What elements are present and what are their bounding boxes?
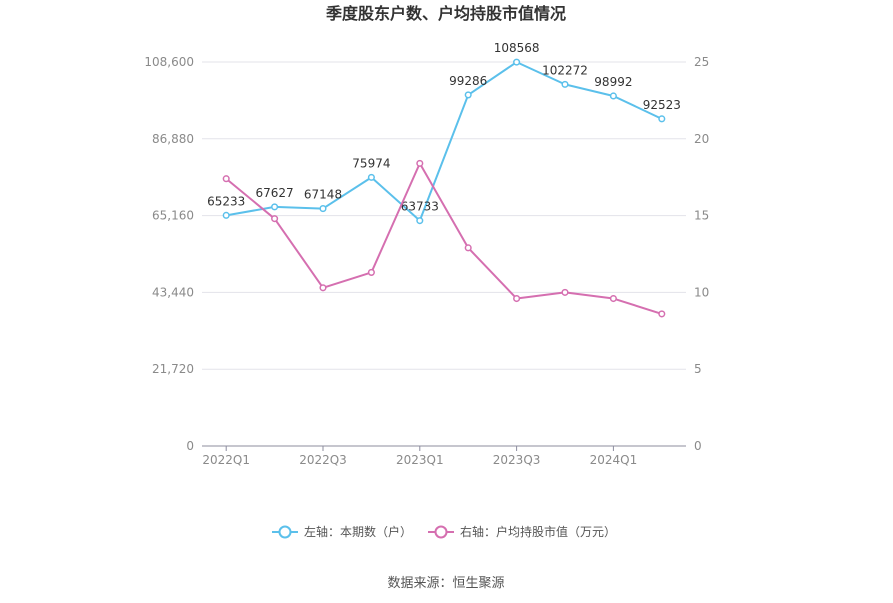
- right-tick-label: 10: [694, 285, 709, 299]
- data-point: [416, 217, 424, 225]
- x-tick-label: 2022Q1: [202, 453, 250, 467]
- data-label: 75974: [352, 156, 390, 170]
- series-line-1: [226, 61, 663, 222]
- data-point: [319, 205, 327, 213]
- data-label: 108568: [494, 41, 540, 55]
- left-tick-label: 0: [186, 439, 194, 453]
- data-point: [271, 215, 279, 223]
- legend-item-2[interactable]: 右轴：户均持股市值（万元）: [428, 524, 616, 539]
- data-label: 67148: [304, 188, 342, 202]
- data-point: [367, 268, 375, 276]
- legend[interactable]: 左轴：本期数（户） 右轴：户均持股市值（万元）: [272, 524, 616, 539]
- data-point: [464, 91, 472, 99]
- data-label: 102272: [542, 63, 588, 77]
- left-tick-label: 108,600: [144, 55, 194, 69]
- legend-label: 右轴：户均持股市值（万元）: [460, 524, 616, 539]
- data-point: [319, 284, 327, 292]
- data-point: [658, 115, 666, 123]
- right-tick-label: 5: [694, 362, 702, 376]
- data-point: [222, 211, 230, 219]
- data-label: 65233: [207, 194, 245, 208]
- data-point: [416, 159, 424, 167]
- series-layer: 65233 67627 67148 75974 63733 99286 1085681022…: [207, 41, 681, 318]
- right-tick-label: 25: [694, 55, 709, 69]
- legend-label: 左轴：本期数（户）: [304, 524, 412, 539]
- data-label: 99286: [449, 74, 487, 88]
- data-point: [513, 294, 521, 303]
- data-point: [561, 288, 569, 296]
- chart-title: 季度股东户数、户均持股市值情况: [325, 4, 566, 23]
- x-tick-label: 2023Q1: [396, 453, 444, 467]
- data-point: [658, 310, 666, 318]
- right-tick-label: 0: [694, 439, 702, 453]
- right-tick-label: 15: [694, 209, 709, 223]
- right-tick-label: 20: [694, 132, 709, 146]
- data-point: [222, 175, 230, 183]
- x-tick-label: 2022Q3: [299, 453, 347, 467]
- data-point: [561, 80, 569, 88]
- x-tick-label: 2024Q1: [590, 453, 638, 467]
- axes: 0 21,720 43,440 65,160 86,880 108,600 0 5 10 15 20…: [144, 55, 709, 467]
- data-point: [464, 244, 472, 252]
- x-tick-label: 2023Q3: [493, 453, 541, 467]
- source-note: 数据来源：恒生聚源: [387, 576, 504, 591]
- data-point: [367, 173, 375, 181]
- data-label: 67627: [256, 186, 294, 200]
- series-line-2: [225, 162, 663, 315]
- legend-marker: [434, 525, 448, 539]
- left-tick-label: 65,160: [152, 209, 194, 223]
- data-point: [513, 58, 521, 66]
- data-label: 98992: [594, 75, 632, 89]
- grid-lines: [202, 61, 686, 370]
- legend-item-1[interactable]: 左轴：本期数（户）: [272, 524, 412, 539]
- left-tick-label: 21,720: [152, 362, 194, 376]
- data-point: [609, 294, 617, 303]
- left-tick-label: 86,880: [152, 132, 194, 146]
- data-label: 92523: [643, 98, 681, 112]
- left-tick-label: 43,440: [152, 285, 194, 299]
- data-point: [609, 92, 617, 100]
- data-point: [271, 203, 279, 211]
- data-label: 63733: [401, 200, 439, 214]
- legend-marker: [278, 525, 292, 539]
